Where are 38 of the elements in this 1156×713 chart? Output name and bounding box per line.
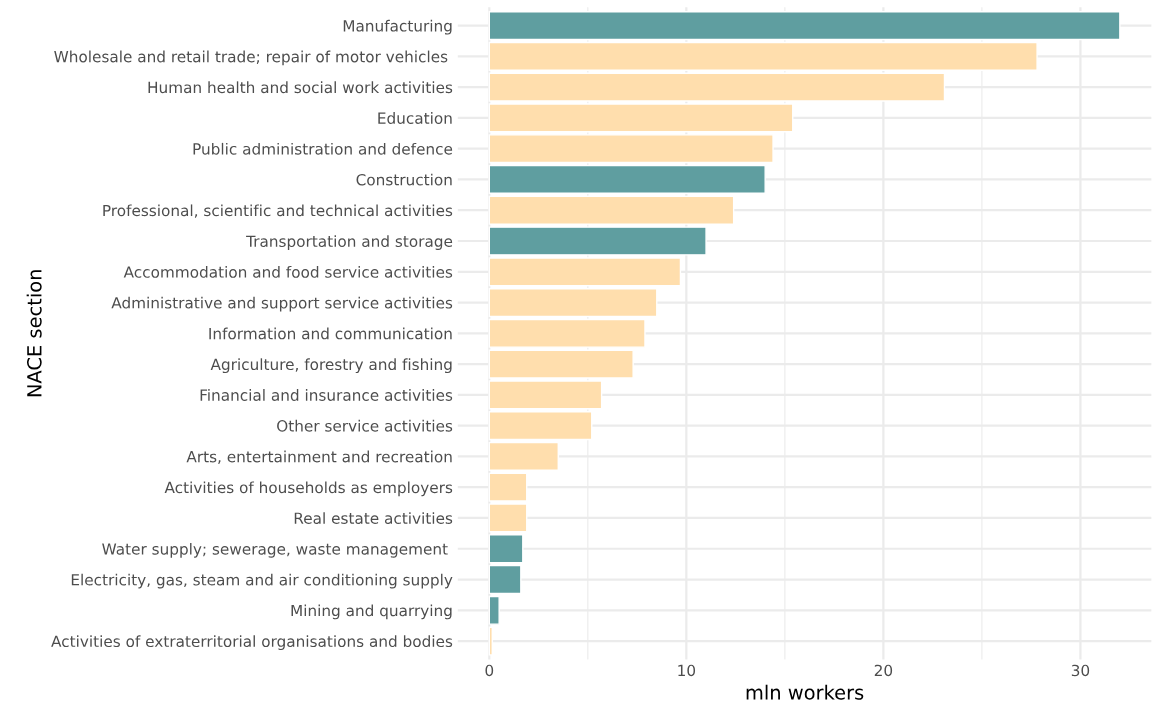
x-tick-label: 20 — [874, 664, 893, 677]
bar — [488, 441, 559, 471]
y-tick-label: Manufacturing — [343, 19, 452, 35]
bar — [488, 318, 646, 348]
y-tick-label: Mining and quarrying — [291, 604, 452, 620]
y-tick-label: Real estate activities — [294, 512, 453, 524]
y-tick-label: Administrative and support service activities — [111, 296, 453, 312]
y-tick-label: Activities of households as employers — [164, 481, 453, 497]
y-tick-label: Information and communication — [209, 327, 452, 340]
bar — [488, 626, 493, 656]
y-tick-label: Arts, entertainment and recreation — [186, 450, 452, 464]
y-tick-label: Wholesale and retail trade; repair of motor vehicles — [54, 50, 448, 66]
x-tick-label: 10 — [678, 664, 696, 677]
y-tick-label: Electricity, gas, steam and air conditioning supply — [71, 573, 453, 589]
y-tick-label: Other service activities — [277, 419, 453, 432]
bar — [488, 564, 522, 595]
x-axis-title: mln workers — [746, 684, 864, 700]
y-tick-label: Agriculture, forestry and fishing — [210, 358, 452, 374]
bar — [488, 411, 593, 441]
x-tick-label: 30 — [1071, 664, 1090, 677]
y-tick-label: Transportation and storage — [246, 235, 453, 250]
y-tick-label: Activities of extraterritorial organisations and bodies — [51, 635, 453, 651]
y-tick-label: Water supply; sewerage, waste management — [102, 542, 448, 558]
bar — [488, 11, 1121, 41]
x-tick-label: 0 — [485, 664, 494, 677]
y-tick-label: Public administration and defence — [193, 142, 453, 155]
y-tick-label: Construction — [356, 173, 452, 186]
bar — [488, 595, 500, 625]
y-tick-label: Human health and social work activities — [148, 81, 453, 94]
y-tick-label: Education — [378, 112, 452, 124]
bar — [488, 164, 766, 195]
y-tick-label: Accommodation and food service activities — [123, 265, 453, 278]
bar — [488, 41, 1038, 71]
bar — [488, 134, 774, 164]
y-tick-label: Financial and insurance activities — [200, 389, 453, 401]
y-axis-title: NACE section — [26, 270, 42, 397]
y-tick-label: Professional, scientific and technical activities — [103, 204, 453, 218]
bar — [488, 288, 658, 318]
